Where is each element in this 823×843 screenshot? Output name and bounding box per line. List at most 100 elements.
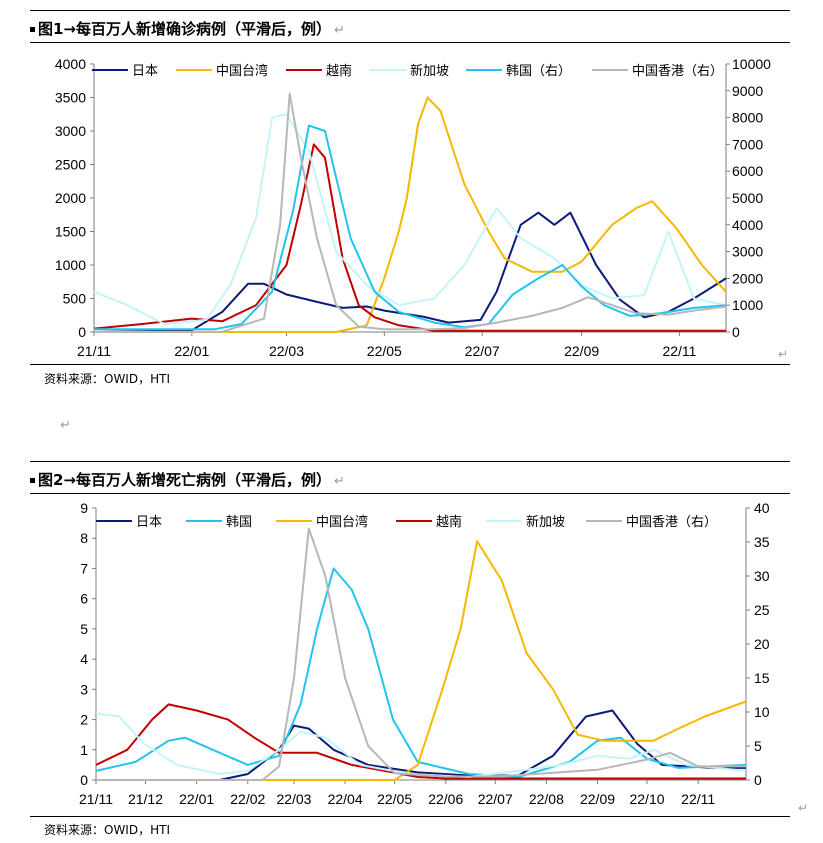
chart-1-series-line-6 — [93, 92, 727, 333]
figure-1-top-rule — [30, 10, 790, 11]
chart-1-right-tick-label: 3000 — [732, 244, 763, 260]
chart-2-legend-label: 日本 — [136, 514, 162, 529]
chart-2-x-tick-label: 22/04 — [328, 791, 363, 807]
chart-2-left-tick-label: 5 — [80, 621, 88, 637]
figure-1-title-text: 图1→每百万人新增确诊病例（平滑后，例） — [38, 20, 332, 38]
chart-2-series-line-1 — [96, 709, 746, 781]
chart-2-legend-label: 中国香港（右） — [626, 514, 717, 529]
chart-2-right-tick-label: 40 — [754, 500, 770, 516]
figure-2-title-rule — [30, 493, 790, 494]
chart-1-legend-label: 日本 — [132, 63, 158, 78]
chart-1-left-tick-label: 3500 — [55, 90, 86, 106]
chart-1-series-line-1 — [93, 211, 727, 333]
figure-1-source-text: 资料来源：OWID，HTI — [44, 372, 170, 386]
chart-1-return-mark-icon: ↵ — [778, 347, 788, 361]
chart-2-right-tick-label: 0 — [754, 772, 762, 788]
bullet-square-icon — [30, 478, 35, 483]
chart-1-right-tick-label: 6000 — [732, 163, 763, 179]
chart-1-left-tick-label: 500 — [63, 291, 87, 307]
chart-2-left-tick-label: 4 — [80, 651, 88, 667]
chart-2-x-tick-label: 22/08 — [529, 791, 564, 807]
chart-2-legend-label: 新加坡 — [526, 514, 565, 529]
return-mark-icon: ↵ — [334, 474, 345, 489]
chart-1-legend-label: 中国香港（右） — [632, 63, 723, 78]
chart-2-x-tick-label: 22/05 — [377, 791, 412, 807]
chart-2-series-line-3 — [96, 540, 747, 781]
chart-2-x-tick-label: 22/03 — [276, 791, 311, 807]
chart-2-x-tick-label: 22/06 — [428, 791, 463, 807]
chart-1-left-tick-label: 1000 — [55, 257, 86, 273]
chart-2-legend-label: 越南 — [436, 514, 462, 529]
chart-2-x-tick-label: 21/11 — [79, 791, 113, 807]
chart-1-left-tick-label: 0 — [78, 324, 86, 340]
chart-2-right-tick-label: 30 — [754, 568, 770, 584]
chart-1-legend-label: 韩国（右） — [506, 63, 571, 78]
figure-2-title-text: 图2→每百万人新增死亡病例（平滑后，例） — [38, 471, 332, 489]
chart-2-series-line-4 — [95, 703, 746, 780]
figure-1-title: 图1→每百万人新增确诊病例（平滑后，例） ↵ — [30, 18, 345, 39]
chart-1-x-tick-label: 21/11 — [77, 343, 111, 359]
chart-2-left-tick-label: 6 — [80, 591, 88, 607]
figure-2-source: 资料来源：OWID，HTI — [44, 821, 170, 838]
chart-1-x-tick-label: 22/05 — [367, 343, 402, 359]
chart-2-x-tick-label: 22/09 — [580, 791, 615, 807]
chart-1-series-line-4 — [93, 113, 727, 325]
chart-2-series-line-5 — [95, 712, 747, 778]
chart-1-legend-label: 新加坡 — [410, 63, 449, 78]
chart-1-right-tick-label: 0 — [732, 324, 740, 340]
chart-2-return-mark-icon: ↵ — [798, 801, 808, 815]
chart-2-series-line-6 — [96, 527, 746, 781]
chart-1-right-tick-label: 2000 — [732, 270, 763, 286]
chart-1-right-tick-label: 9000 — [732, 83, 763, 99]
chart-1-series-line-5 — [94, 124, 727, 331]
chart-1-left-tick-label: 4000 — [55, 56, 86, 72]
figure-1-source: 资料来源：OWID，HTI — [44, 370, 170, 387]
chart-1-right-tick-label: 7000 — [732, 136, 763, 152]
chart-2-right-tick-label: 5 — [754, 738, 762, 754]
chart-2-x-tick-label: 22/10 — [629, 791, 664, 807]
chart-1-legend-label: 中国台湾 — [216, 63, 268, 78]
chart-2-left-tick-label: 0 — [80, 772, 88, 788]
chart-2-left-tick-label: 7 — [80, 560, 88, 576]
figure-1-title-rule — [30, 42, 790, 43]
chart-1-right-tick-label: 8000 — [732, 110, 763, 126]
chart-1-right-tick-label: 1000 — [732, 297, 763, 313]
chart-2-x-tick-label: 22/01 — [179, 791, 214, 807]
chart-2-right-tick-label: 20 — [754, 636, 770, 652]
return-mark-icon: ↵ — [334, 23, 345, 38]
chart-1-left-tick-label: 1500 — [55, 224, 86, 240]
chart-1-x-tick-label: 22/07 — [465, 343, 500, 359]
chart-2-legend-label: 中国台湾 — [316, 514, 368, 529]
chart-2-left-tick-label: 1 — [80, 742, 88, 758]
chart-1-legend-label: 越南 — [326, 63, 352, 78]
chart-2-right-tick-label: 10 — [754, 704, 770, 720]
chart-1-x-tick-label: 22/03 — [269, 343, 304, 359]
chart-1-series-line-2 — [94, 96, 727, 333]
chart-1-x-tick-label: 22/11 — [662, 343, 696, 359]
chart-2-left-tick-label: 2 — [80, 712, 88, 728]
chart-1-left-tick-label: 2500 — [55, 157, 86, 173]
chart-2-left-tick-label: 9 — [80, 500, 88, 516]
chart-2-right-tick-label: 35 — [754, 534, 770, 550]
chart-1-right-tick-label: 10000 — [732, 56, 771, 72]
chart-2-left-tick-label: 8 — [80, 530, 88, 546]
chart-2-x-tick-label: 22/02 — [230, 791, 265, 807]
chart-2-left-tick-label: 3 — [80, 681, 88, 697]
chart-2-right-tick-label: 15 — [754, 670, 770, 686]
figure-2-source-text: 资料来源：OWID，HTI — [44, 823, 170, 837]
figure-2-title: 图2→每百万人新增死亡病例（平滑后，例） ↵ — [30, 469, 345, 490]
chart-2-legend-label: 韩国 — [226, 514, 252, 529]
chart-1-right-tick-label: 5000 — [732, 190, 763, 206]
chart-1-right-tick-label: 4000 — [732, 217, 763, 233]
chart-1-left-tick-label: 3000 — [55, 123, 86, 139]
chart-1-left-tick-label: 2000 — [55, 190, 86, 206]
figure-2-top-rule — [30, 461, 790, 462]
chart-2-series-line-2 — [95, 567, 747, 778]
chart-2-x-tick-label: 22/07 — [478, 791, 513, 807]
chart-1-x-tick-label: 22/09 — [564, 343, 599, 359]
bullet-square-icon — [30, 27, 35, 32]
blank-paragraph-return-mark-icon: ↵ — [60, 418, 71, 433]
chart-2-right-tick-label: 25 — [754, 602, 770, 618]
figure-1-bottom-rule — [30, 364, 790, 365]
